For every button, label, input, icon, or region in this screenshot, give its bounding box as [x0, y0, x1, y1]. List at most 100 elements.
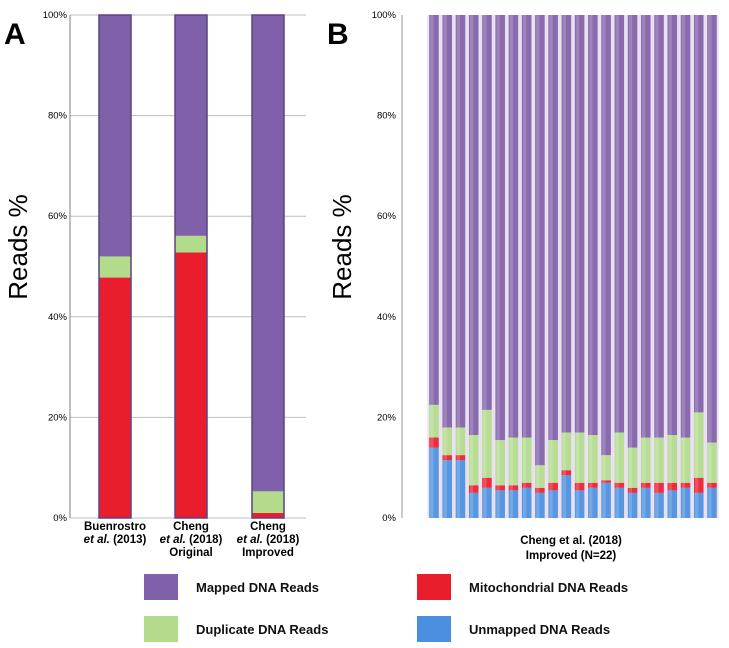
panel-a-ylabel: Reads % [3, 194, 33, 300]
panel-a-bar-mapped-dna-reads [252, 15, 284, 492]
panel-b-bar-duplicate-dna-reads [495, 440, 505, 486]
panel-b-bar-mitochondrial-dna-reads [641, 482, 651, 488]
panel-b-bar-unmapped-dna-reads [495, 490, 505, 518]
panel-b-bar-unmapped-dna-reads [548, 490, 558, 518]
panel-b-xlabel-line1: Cheng et al. (2018) [520, 535, 622, 547]
panel-b-bar-sheen [615, 15, 619, 518]
panel-b-bar-sheen [469, 15, 474, 518]
panel-a-bar-duplicate-dna-reads [175, 235, 207, 253]
panel-a-letter: A [4, 18, 26, 51]
legend-item-unmapped: Unmapped DNA Reads [417, 616, 610, 642]
panel-b-bar-unmapped-dna-reads [468, 492, 479, 518]
panel-b-bar-sheen [575, 15, 580, 518]
panel-b-bar-unmapped-dna-reads [482, 487, 492, 518]
legend-item-mitochondrial: Mitochondrial DNA Reads [417, 574, 628, 600]
panel-b-bar-duplicate-dna-reads [693, 412, 704, 478]
panel-b-bar-mitochondrial-dna-reads [482, 477, 492, 488]
panel-b-bar-sheen [443, 15, 447, 518]
panel-b-bar-unmapped-dna-reads [455, 460, 466, 518]
panel-b-bar-duplicate-dna-reads [508, 437, 519, 486]
panel-b-bar-sheen [602, 15, 606, 518]
panel-b-bar-duplicate-dna-reads [707, 442, 717, 483]
panel-b-bar-mapped-dna-reads [627, 15, 638, 448]
panel-b-bar-mapped-dna-reads [667, 15, 678, 436]
panel-b-bar-duplicate-dna-reads [548, 440, 558, 483]
panel-b-bar-sheen [655, 15, 659, 518]
panel-b-bar-mapped-dna-reads [495, 15, 505, 441]
panel-a-ytick-label: 0% [53, 513, 67, 524]
panel-b-bar-mitochondrial-dna-reads [521, 482, 532, 488]
panel-b-bar-duplicate-dna-reads [588, 435, 598, 483]
panel-b-bar-mitochondrial-dna-reads [601, 480, 611, 483]
panel-b-bar-mitochondrial-dna-reads [680, 482, 691, 488]
panel-b-bar-sheen [456, 15, 461, 518]
panel-b-bar-mitochondrial-dna-reads [495, 485, 505, 491]
panel-b-bar-mitochondrial-dna-reads [468, 485, 479, 493]
legend-swatch-duplicate [144, 616, 178, 642]
panel-b-bar-mapped-dna-reads [693, 15, 704, 413]
panel-b-bar-mitochondrial-dna-reads [627, 487, 638, 493]
panel-b-bar-duplicate-dna-reads [614, 432, 625, 483]
panel-a-ytick-label: 100% [43, 10, 68, 21]
panel-b-bar-mapped-dna-reads [601, 15, 611, 456]
panel-b-bar-duplicate-dna-reads [667, 435, 678, 483]
panel-b-bar-sheen [681, 15, 686, 518]
panel-b-bar-mitochondrial-dna-reads [667, 482, 678, 491]
legend-item-duplicate: Duplicate DNA Reads [144, 616, 328, 642]
legend: Mapped DNA Reads Mitochondrial DNA Reads… [0, 568, 729, 648]
panel-b-bar-mapped-dna-reads [535, 15, 545, 466]
panel-b-bar-sheen [522, 15, 527, 518]
panel-b-bar-mapped-dna-reads [588, 15, 598, 436]
panel-a-ytick-label: 20% [48, 412, 68, 423]
panel-b-bar-mapped-dna-reads [561, 15, 572, 433]
panel-b-bar-sheen [642, 15, 646, 518]
panel-b-bar-duplicate-dna-reads [429, 404, 439, 438]
panel-b-bar-duplicate-dna-reads [654, 437, 664, 483]
panel-a-xtick-year: (2013) [110, 534, 147, 546]
panel-b-bar-duplicate-dna-reads [561, 432, 572, 471]
panel-b-bar-duplicate-dna-reads [521, 437, 532, 483]
panel-b-bar-duplicate-dna-reads [482, 409, 492, 478]
panel-b-bar-unmapped-dna-reads [442, 460, 453, 518]
panel-a-xtick-year: (2018) [263, 534, 300, 546]
panel-b-bar-mapped-dna-reads [641, 15, 651, 438]
panel-b-bar-mapped-dna-reads [442, 15, 453, 428]
panel-b-bar-sheen [430, 15, 434, 518]
legend-swatch-mitochondrial [417, 574, 451, 600]
legend-label-unmapped: Unmapped DNA Reads [469, 621, 611, 637]
panel-b-bar-mitochondrial-dna-reads [455, 455, 466, 461]
panel-b-bar-mitochondrial-dna-reads [429, 437, 439, 448]
panel-a-bar-outline [98, 14, 132, 519]
panel-a-bar-mitochondrial-dna-reads [252, 512, 284, 518]
panel-b-bar-mitochondrial-dna-reads [508, 485, 519, 491]
panel-b-bar-unmapped-dna-reads [521, 487, 532, 518]
panel-b-bar-mitochondrial-dna-reads [574, 482, 585, 491]
legend-swatch-unmapped [417, 616, 451, 642]
figure: A B Reads % Reads % 0% 20% 40% 60% 80% 100% Bu… [3, 10, 719, 562]
panel-b-bar-unmapped-dna-reads [574, 490, 585, 518]
legend-label-duplicate: Duplicate DNA Reads [196, 621, 329, 637]
panel-b-bar-unmapped-dna-reads [693, 492, 704, 518]
panel-b-bar-duplicate-dna-reads [627, 447, 638, 488]
panel-b-bar-sheen [483, 15, 487, 518]
panel-a-ytick-label: 40% [48, 312, 68, 323]
panel-a-xtick-label: Original [169, 547, 212, 559]
panel-a-xtick-label: Improved [242, 547, 294, 559]
panel-b-bar-unmapped-dna-reads [614, 487, 625, 518]
panel-a-ytick-label: 60% [48, 211, 68, 222]
panel-a-xtick-label: Buenrostro [84, 521, 146, 533]
panel-b-bar-mitochondrial-dna-reads [442, 455, 453, 461]
panel-b-bar-duplicate-dna-reads [535, 465, 545, 488]
panel-b-bar-mitochondrial-dna-reads [654, 482, 664, 493]
panel-b-bar-sheen [589, 15, 593, 518]
panel-b-bar-mapped-dna-reads [548, 15, 558, 441]
panel-a-xtick-label: Cheng [250, 521, 286, 533]
panel-a-xtick-label: Cheng [173, 521, 209, 533]
panel-b-bar-mapped-dna-reads [455, 15, 466, 428]
panel-b-bar-unmapped-dna-reads [561, 475, 572, 518]
panel-b-bar-mitochondrial-dna-reads [588, 482, 598, 488]
panel-a-bar-mitochondrial-dna-reads [175, 252, 207, 518]
panel-b-bar-unmapped-dna-reads [429, 447, 439, 518]
panel-b-ytick-label: 20% [377, 412, 397, 423]
